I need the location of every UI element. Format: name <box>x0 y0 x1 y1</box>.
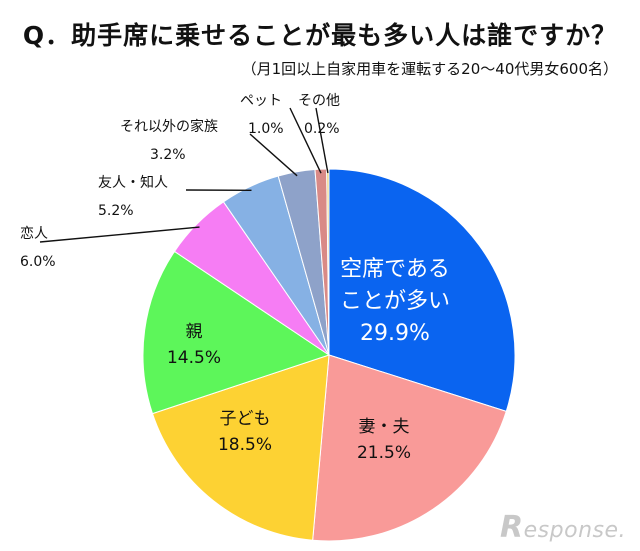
label-slice-2-line-0: 子ども <box>220 409 271 429</box>
value-slice-1: 21.5% <box>357 443 411 463</box>
value-slice-2: 18.5% <box>218 435 272 455</box>
pie-slice-3 <box>142 250 331 415</box>
value-slice-0: 29.9% <box>360 321 430 346</box>
label-slice-7: ペット <box>240 93 282 109</box>
label-slice-3-line-0: 親 <box>186 322 203 342</box>
label-slice-1-line-0: 妻・夫 <box>359 417 410 437</box>
leader-lines <box>39 107 329 243</box>
chart-title: Q．助手席に乗せることが最も多い人は誰ですか？ <box>22 21 618 50</box>
logo-initial: R <box>500 510 524 545</box>
pie-slices <box>142 168 516 542</box>
value-slice-8: 0.2% <box>304 121 340 137</box>
leader-slice-8 <box>315 107 329 174</box>
value-slice-5: 5.2% <box>98 203 134 219</box>
label-slice-4: 恋人 <box>20 225 48 242</box>
chart-subtitle: （月1回以上自家用車を運転する20～40代男女600名） <box>241 60 618 78</box>
value-slice-6: 3.2% <box>150 147 186 163</box>
leader-slice-6 <box>249 133 298 177</box>
pie-slice-0 <box>328 168 516 412</box>
label-slice-6: それ以外の家族 <box>120 118 218 135</box>
logo-rest: esponse. <box>523 518 626 543</box>
label-slice-0-line-1: ことが多い <box>340 289 450 314</box>
label-slice-5: 友人・知人 <box>98 174 168 191</box>
value-slice-3: 14.5% <box>167 348 221 368</box>
value-slice-7: 1.0% <box>248 121 284 137</box>
label-slice-8: その他 <box>298 93 340 109</box>
pie-slice-2 <box>151 354 330 541</box>
response-logo: Response. <box>500 510 626 545</box>
pie-slice-1 <box>312 354 507 542</box>
value-slice-4: 6.0% <box>20 254 56 270</box>
leader-slice-4 <box>39 226 200 243</box>
label-slice-0-line-0: 空席である <box>340 257 450 282</box>
leader-slice-7 <box>289 107 322 174</box>
